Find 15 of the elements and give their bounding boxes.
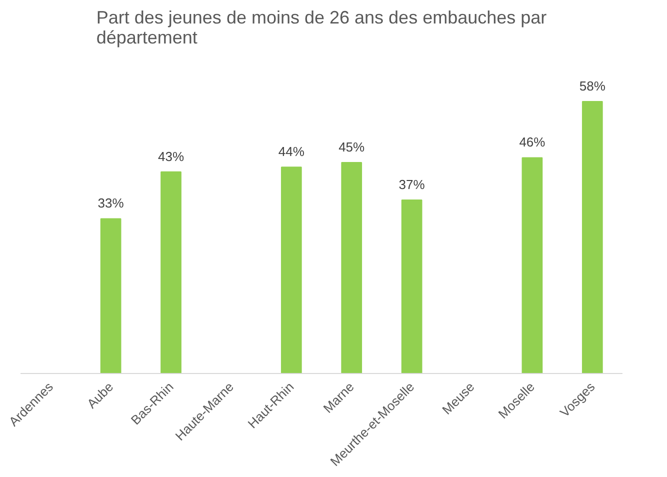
bar: [160, 171, 182, 374]
bar: [341, 162, 362, 374]
bar: [100, 218, 122, 374]
data-label: 45%: [338, 139, 366, 154]
bar: [401, 199, 422, 374]
data-label: 37%: [398, 176, 426, 192]
data-label: 33%: [98, 196, 124, 211]
data-label: 43%: [158, 148, 184, 164]
data-label: 58%: [579, 78, 606, 94]
chart-title: Part des jeunes de moins de 26 ans des embauches par département: [96, 8, 547, 48]
bar: [280, 166, 302, 374]
data-label: 44%: [278, 144, 305, 160]
bar: [522, 157, 543, 374]
bar: [582, 100, 603, 374]
data-label: 46%: [519, 134, 546, 150]
